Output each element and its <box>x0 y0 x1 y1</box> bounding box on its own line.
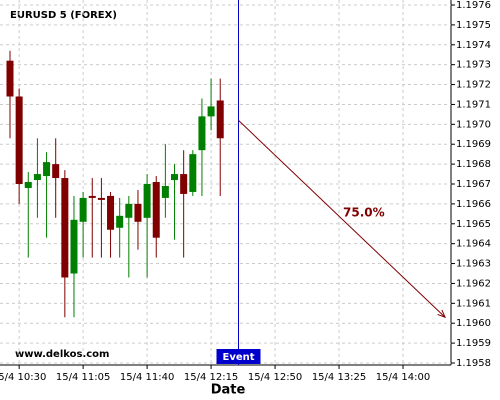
x-tick-label: 15/4 12:15 <box>184 372 238 383</box>
chart-title: EURUSD 5 (FOREX) <box>10 10 117 21</box>
y-tick-label: 1.1975 <box>456 20 491 31</box>
y-tick-label: 1.1973 <box>456 60 491 71</box>
candle-body <box>180 174 188 194</box>
y-tick-label: 1.1959 <box>456 338 491 349</box>
candle-body <box>70 219 78 274</box>
candle-body <box>43 162 51 177</box>
y-tick-label: 1.1962 <box>456 278 491 289</box>
forecast-arrow <box>238 119 446 318</box>
x-tick-label: 15/4 10:30 <box>0 372 46 383</box>
y-tick-label: 1.1970 <box>456 119 491 130</box>
candle-body <box>107 195 115 230</box>
candle-body <box>33 174 41 181</box>
candle-body <box>143 184 151 218</box>
y-tick-label: 1.1974 <box>456 40 491 51</box>
candle-body <box>125 203 133 218</box>
watermark: www.delkos.com <box>15 349 109 360</box>
y-tick-label: 1.1967 <box>456 179 491 190</box>
candle-body <box>207 106 215 117</box>
candle-body <box>161 185 169 198</box>
candle-body <box>152 182 160 238</box>
y-tick-label: 1.1966 <box>456 199 491 210</box>
candle-body <box>61 178 69 278</box>
candle-body <box>15 96 23 184</box>
forecast-label: 75.0% <box>343 206 385 220</box>
candle-body <box>79 197 87 222</box>
candle-body <box>198 116 206 151</box>
y-tick-label: 1.1960 <box>456 318 491 329</box>
candle-body <box>97 197 105 200</box>
x-tick-label: 15/4 13:25 <box>312 372 366 383</box>
candle-body <box>52 164 60 179</box>
y-tick-label: 1.1961 <box>456 298 491 309</box>
y-tick-label: 1.1969 <box>456 139 491 150</box>
x-tick-label: 15/4 14:00 <box>376 372 430 383</box>
x-tick-label: 15/4 11:05 <box>56 372 110 383</box>
y-tick-label: 1.1972 <box>456 80 491 91</box>
y-tick-label: 1.1976 <box>456 0 491 11</box>
candle-body <box>134 203 142 222</box>
y-tick-label: 1.1968 <box>456 159 491 170</box>
event-box <box>216 349 261 364</box>
candle-body <box>116 215 124 228</box>
x-tick-label: 15/4 12:50 <box>248 372 302 383</box>
event-label: Event <box>222 352 254 363</box>
candle-body <box>171 174 179 181</box>
candle-body <box>88 195 96 198</box>
y-tick-label: 1.1965 <box>456 219 491 230</box>
y-tick-label: 1.1964 <box>456 239 491 250</box>
y-tick-label: 1.1963 <box>456 259 491 270</box>
y-tick-label: 1.1958 <box>456 358 491 369</box>
x-axis-label: Date <box>211 383 246 398</box>
x-tick-label: 15/4 11:40 <box>120 372 174 383</box>
candle-body <box>24 182 32 188</box>
candle-body <box>216 100 224 139</box>
y-tick-label: 1.1971 <box>456 99 491 110</box>
arrow-head <box>437 309 446 319</box>
candle-body <box>189 154 197 192</box>
candle-body <box>6 60 14 97</box>
